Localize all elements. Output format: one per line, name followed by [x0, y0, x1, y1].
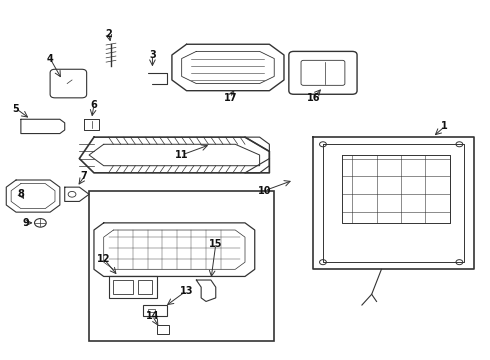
- Bar: [114, 280, 133, 294]
- Text: 17: 17: [223, 93, 237, 103]
- Text: 2: 2: [105, 28, 112, 39]
- Bar: [147, 309, 155, 312]
- Text: 3: 3: [149, 50, 156, 60]
- Text: 7: 7: [81, 171, 88, 181]
- Bar: [138, 280, 152, 294]
- Text: 15: 15: [209, 239, 222, 249]
- Text: 13: 13: [180, 286, 193, 296]
- Text: 16: 16: [306, 93, 320, 103]
- Text: 5: 5: [13, 104, 20, 113]
- Bar: [109, 276, 157, 298]
- Text: 8: 8: [18, 189, 24, 199]
- Text: 6: 6: [91, 100, 98, 110]
- Text: 10: 10: [258, 186, 271, 196]
- Bar: [157, 325, 170, 334]
- Text: 11: 11: [175, 150, 189, 160]
- Text: 12: 12: [97, 253, 110, 264]
- Text: 4: 4: [47, 54, 53, 64]
- Bar: [143, 305, 167, 316]
- Text: 14: 14: [146, 311, 159, 321]
- Bar: [89, 191, 274, 341]
- Text: 1: 1: [441, 121, 448, 131]
- Text: 9: 9: [23, 218, 29, 228]
